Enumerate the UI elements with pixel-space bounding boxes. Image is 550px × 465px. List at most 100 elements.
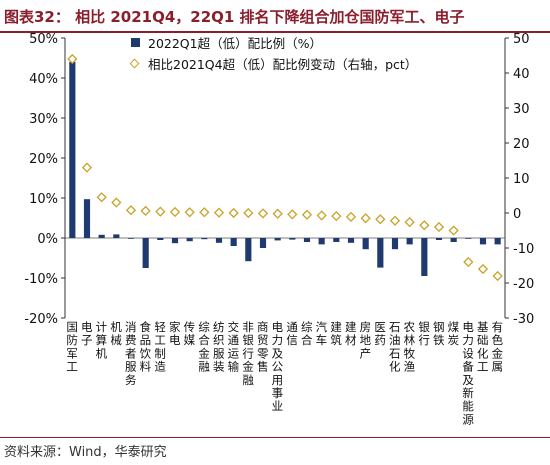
bar-18 (318, 238, 325, 245)
bar-23 (391, 238, 399, 250)
category-label: 纺织服装 (213, 320, 225, 374)
diamond-marker-28 (463, 256, 474, 268)
category-label: 综合金融 (198, 320, 210, 374)
category-label: 交通运输 (228, 320, 240, 374)
right-tick-label: -20 (513, 277, 534, 292)
category-label: 基础化工 (477, 320, 489, 374)
bar-16 (289, 238, 296, 240)
diamond-marker-6 (140, 205, 151, 217)
legend-label-bars: 2022Q1超（低）配比例（%） (148, 36, 322, 51)
bar-2 (83, 199, 91, 238)
left-tick-label: 20% (29, 152, 58, 167)
diamond-marker-8 (169, 206, 181, 218)
bar-7 (157, 238, 164, 240)
bar-11 (215, 238, 223, 243)
right-tick-label: 30 (513, 102, 530, 117)
right-tick-label: -10 (513, 242, 534, 257)
left-tick-label: 50% (29, 32, 58, 47)
category-label: 煤炭 (448, 320, 460, 347)
diamond-marker-22 (375, 214, 386, 225)
diamond-marker-29 (477, 263, 489, 275)
diamond-marker-25 (419, 220, 430, 231)
diamond-marker-27 (448, 225, 459, 236)
legend-diamond-swatch (129, 58, 140, 69)
category-label: 食品饮料 (140, 320, 152, 374)
bar-13 (245, 238, 252, 262)
bar-8 (171, 238, 179, 244)
category-label: 农林牧渔 (404, 320, 416, 374)
category-label: 建材 (345, 320, 357, 347)
diamond-marker-9 (184, 207, 195, 218)
diamond-marker-19 (331, 211, 342, 222)
bar-4 (113, 234, 120, 238)
category-label: 石油石化 (389, 320, 401, 374)
diamond-marker-14 (257, 208, 269, 219)
left-tick-label: -10% (24, 272, 58, 287)
diamond-marker-1 (67, 53, 78, 65)
bar-28 (465, 238, 472, 239)
right-tick-label: 40 (513, 67, 530, 82)
diamond-marker-11 (213, 207, 225, 218)
category-label: 传媒 (184, 320, 196, 347)
title-bar: 图表32： 相比 2021Q4，22Q1 排名下降组合加仓国防军工、电子 (0, 0, 550, 33)
category-label: 家电 (169, 320, 181, 347)
bar-24 (406, 238, 413, 245)
diamond-marker-26 (433, 221, 445, 233)
right-tick-label: 20 (513, 137, 530, 152)
category-label: 有色金属 (492, 320, 504, 374)
source-note: 资料来源：Wind，华泰研究 (4, 445, 167, 460)
category-label: 银行 (418, 320, 430, 347)
diamond-marker-30 (492, 270, 503, 282)
category-label: 房地产 (360, 320, 372, 360)
bar-10 (201, 238, 208, 240)
bar-20 (347, 238, 355, 243)
footer-rule (0, 437, 550, 438)
legend-item-bars: 2022Q1超（低）配比例（%） (128, 33, 417, 54)
category-label: 通信 (286, 320, 298, 347)
bar-15 (274, 238, 281, 241)
diamond-marker-24 (404, 216, 415, 228)
bar-12 (230, 238, 237, 246)
bar-17 (303, 238, 311, 242)
diamond-marker-17 (301, 209, 313, 220)
bar-1 (69, 62, 76, 238)
diamond-marker-12 (228, 207, 239, 219)
right-tick-label: -30 (513, 312, 534, 327)
bar-26 (435, 238, 443, 240)
category-label: 医药 (374, 320, 386, 347)
left-tick-label: 40% (29, 72, 58, 87)
bar-5 (127, 238, 135, 239)
left-tick-label: -20% (24, 312, 58, 327)
right-tick-label: 0 (513, 207, 521, 222)
diamond-marker-5 (125, 205, 137, 216)
bar-19 (333, 238, 340, 242)
category-label: 电力及公用事业 (272, 320, 284, 413)
diamond-marker-20 (345, 211, 357, 222)
category-label: 钢铁 (433, 320, 445, 347)
category-label: 计算机 (96, 320, 108, 360)
chart-area: -20% -10% 0% 10% 20% 30% 40% 50% -30 -20 -10 0 10 20 3… (24, 32, 534, 426)
category-label: 国防军工 (66, 320, 78, 374)
category-label: 电力设备及新能源 (462, 320, 474, 426)
category-label: 轻工制造 (154, 320, 166, 374)
chart-title: 图表32： 相比 2021Q4，22Q1 排名下降组合加仓国防军工、电子 (4, 8, 465, 26)
left-tick-label: 30% (29, 112, 58, 127)
diamond-marker-13 (243, 207, 254, 219)
category-label: 综合 (301, 320, 313, 347)
category-label: 机械 (110, 320, 122, 347)
bar-22 (377, 238, 384, 268)
bar-30 (494, 238, 501, 245)
bar-9 (186, 238, 193, 242)
category-label: 商贸零售 (257, 320, 269, 374)
category-label: 电子 (81, 320, 93, 347)
diamond-marker-15 (272, 208, 283, 219)
diamond-marker-7 (155, 206, 166, 217)
bar-14 (259, 238, 267, 248)
bar-25 (421, 238, 428, 276)
bar-27 (450, 238, 457, 242)
diamond-marker-16 (287, 209, 298, 220)
bar-21 (362, 238, 369, 250)
category-label: 建筑 (330, 320, 342, 347)
title-rule (0, 31, 550, 33)
diamond-marker-21 (360, 213, 371, 224)
